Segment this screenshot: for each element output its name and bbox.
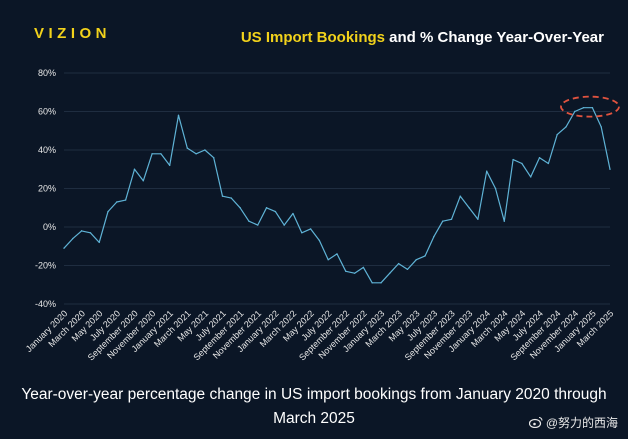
data-point — [459, 195, 461, 197]
data-point — [327, 259, 329, 261]
y-axis-ticks: -40% -20% 0% 20% 40% 60% 80% — [35, 68, 56, 309]
chart-series — [63, 106, 611, 284]
data-point — [397, 262, 400, 265]
data-point — [63, 247, 65, 249]
chart-title: US Import Bookings and % Change Year-Ove… — [241, 29, 604, 46]
series-line — [63, 107, 611, 284]
data-point — [591, 106, 594, 109]
peak-highlight-ellipse — [560, 95, 620, 118]
data-point — [230, 197, 233, 199]
data-point — [177, 114, 180, 117]
data-point — [556, 133, 558, 136]
y-tick-label: 40% — [38, 145, 56, 155]
data-point — [80, 230, 83, 232]
chart-annotations — [560, 95, 620, 118]
data-point — [353, 272, 356, 274]
data-point — [433, 235, 435, 238]
data-point — [142, 180, 144, 182]
chart-title-highlight: US Import Bookings — [240, 29, 385, 46]
data-point — [477, 218, 479, 220]
data-point — [371, 282, 373, 284]
data-point — [124, 199, 127, 201]
data-point — [424, 255, 426, 257]
data-point — [213, 157, 215, 159]
data-point — [389, 272, 391, 274]
chart-gridlines — [64, 72, 610, 305]
data-point — [72, 237, 74, 240]
data-point — [380, 282, 382, 284]
line-chart: -40% -20% 0% 20% 40% 60% 80% January 2020March… — [24, 68, 620, 362]
chart-caption: Year-over-year percentage change in US i… — [21, 386, 607, 427]
data-point — [257, 224, 259, 226]
data-point — [547, 162, 550, 165]
data-point — [301, 232, 303, 234]
data-point — [309, 228, 312, 230]
data-point — [494, 187, 497, 190]
y-tick-label: 60% — [38, 107, 56, 117]
data-point — [89, 232, 92, 234]
data-point — [565, 126, 567, 128]
data-point — [274, 210, 277, 213]
data-point — [486, 170, 488, 172]
y-tick-label: 0% — [43, 222, 56, 232]
data-point — [600, 126, 602, 128]
data-point — [221, 195, 224, 197]
data-point — [160, 153, 162, 155]
data-point — [151, 153, 153, 155]
data-point — [582, 106, 585, 109]
data-point — [133, 168, 136, 170]
data-point — [503, 220, 506, 222]
y-tick-label: 80% — [38, 68, 56, 78]
data-point — [450, 218, 453, 220]
data-point — [345, 270, 347, 272]
y-tick-label: 20% — [38, 184, 56, 194]
data-point — [248, 220, 250, 222]
data-point — [512, 158, 514, 161]
data-point — [609, 168, 611, 170]
data-point — [116, 201, 118, 203]
y-tick-label: -40% — [35, 299, 56, 309]
data-point — [318, 239, 321, 242]
data-point — [468, 207, 470, 209]
data-point — [415, 259, 417, 261]
data-point — [336, 253, 338, 255]
data-point — [98, 241, 100, 244]
brand-logo: VIZION — [34, 25, 112, 42]
data-point — [441, 220, 444, 222]
data-point — [239, 207, 241, 209]
weibo-icon — [528, 416, 543, 428]
chart-title-rest: and % Change Year-Over-Year — [385, 29, 604, 46]
data-point — [168, 164, 171, 167]
data-point — [195, 153, 197, 155]
data-point — [204, 149, 206, 151]
data-point — [283, 224, 285, 226]
data-point — [538, 157, 541, 159]
y-tick-label: -20% — [35, 261, 56, 271]
data-point — [530, 176, 532, 178]
data-point — [521, 162, 523, 165]
watermark-text: @努力的西海 — [545, 416, 618, 430]
watermark: @努力的西海 — [528, 414, 618, 431]
data-point — [362, 266, 365, 269]
data-point — [265, 207, 268, 209]
data-point — [292, 212, 294, 215]
data-point — [186, 147, 188, 149]
data-point — [107, 210, 109, 213]
data-point — [574, 110, 576, 113]
data-point — [406, 268, 409, 271]
